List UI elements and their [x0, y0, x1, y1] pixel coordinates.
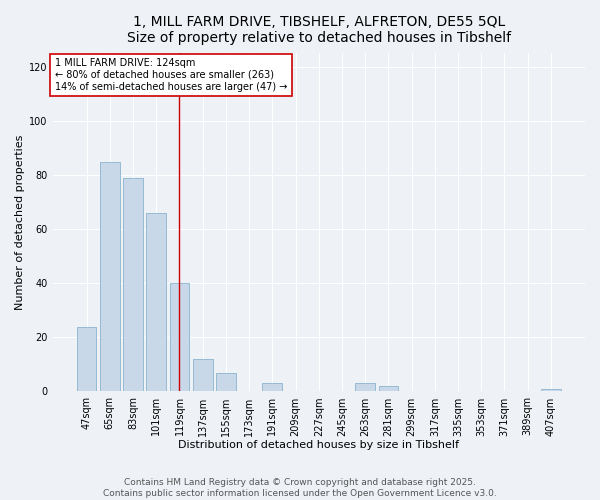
Bar [355, 384, 375, 392]
Bar [170, 284, 190, 392]
Bar [262, 384, 282, 392]
Text: Contains HM Land Registry data © Crown copyright and database right 2025.
Contai: Contains HM Land Registry data © Crown c… [103, 478, 497, 498]
Bar [216, 372, 236, 392]
Title: 1, MILL FARM DRIVE, TIBSHELF, ALFRETON, DE55 5QL
Size of property relative to de: 1, MILL FARM DRIVE, TIBSHELF, ALFRETON, … [127, 15, 511, 45]
Bar [541, 389, 561, 392]
Bar [146, 213, 166, 392]
Bar [123, 178, 143, 392]
Bar [100, 162, 119, 392]
Bar [379, 386, 398, 392]
Y-axis label: Number of detached properties: Number of detached properties [15, 134, 25, 310]
Bar [193, 359, 212, 392]
Text: 1 MILL FARM DRIVE: 124sqm
← 80% of detached houses are smaller (263)
14% of semi: 1 MILL FARM DRIVE: 124sqm ← 80% of detac… [55, 58, 287, 92]
X-axis label: Distribution of detached houses by size in Tibshelf: Distribution of detached houses by size … [178, 440, 459, 450]
Bar [77, 326, 97, 392]
